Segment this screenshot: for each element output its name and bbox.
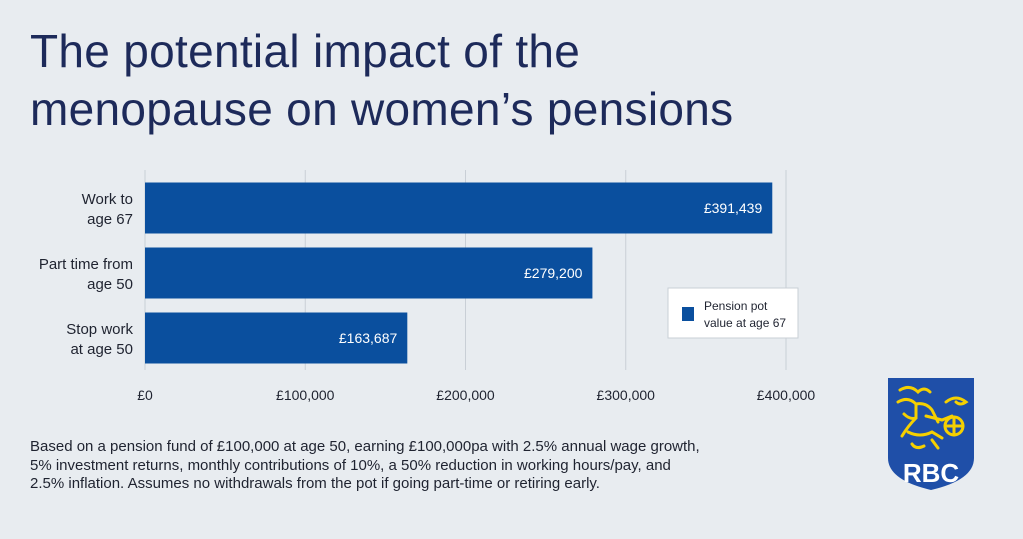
category-label: Work to xyxy=(82,191,133,208)
lion-icon xyxy=(896,385,969,450)
pension-bar-chart: £0 £100,000 £200,000 £300,000 £400,000 £391,4… xyxy=(39,170,816,403)
category-label: age 67 xyxy=(87,211,133,228)
x-tick-label: £100,000 xyxy=(276,387,335,403)
rbc-logo: RBC xyxy=(888,378,974,490)
category-label: Stop work xyxy=(66,321,133,338)
title-line-1: The potential impact of the xyxy=(30,25,581,77)
x-tick-label: £300,000 xyxy=(597,387,656,403)
bar xyxy=(145,312,408,364)
bar-value-label: £279,200 xyxy=(524,265,583,281)
footnote-line-2: 5% investment returns, monthly contribut… xyxy=(30,456,671,474)
category-label: age 50 xyxy=(87,276,133,293)
category-label: Part time from xyxy=(39,256,133,273)
x-tick-label: £400,000 xyxy=(757,387,816,403)
legend-label: value at age 67 xyxy=(704,316,786,330)
bar-value-label: £163,687 xyxy=(339,330,398,346)
legend-swatch xyxy=(682,307,694,321)
legend-label: Pension pot xyxy=(704,299,768,313)
bar-value-label: £391,439 xyxy=(704,200,763,216)
footnote-line-3: 2.5% inflation. Assumes no withdrawals f… xyxy=(30,475,600,492)
title-line-2: menopause on women’s pensions xyxy=(30,83,734,135)
bar xyxy=(145,182,773,234)
footnote-line-1: Based on a pension fund of £100,000 at a… xyxy=(30,438,700,455)
footnote: Based on a pension fund of £100,000 at a… xyxy=(30,438,850,494)
category-label: at age 50 xyxy=(70,341,133,358)
logo-text: RBC xyxy=(903,458,960,488)
x-tick-label: £0 xyxy=(137,387,153,403)
bar xyxy=(145,247,593,299)
x-tick-label: £200,000 xyxy=(436,387,495,403)
page-title: The potential impact of the menopause on… xyxy=(30,22,930,138)
